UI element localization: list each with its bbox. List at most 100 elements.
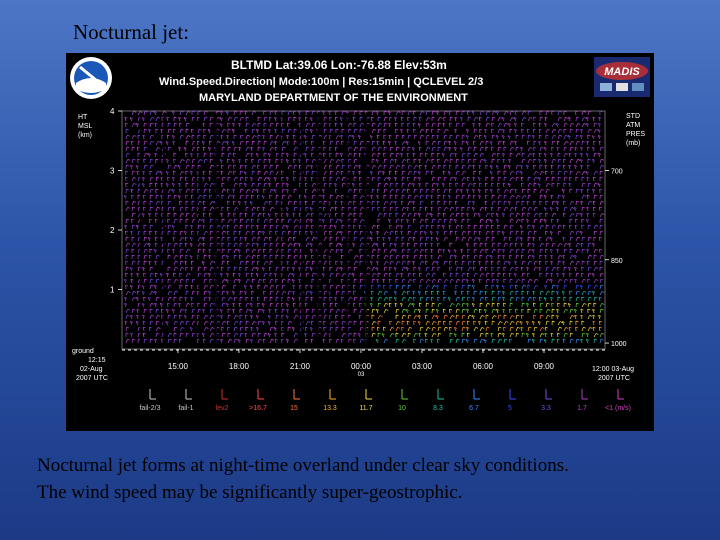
wind-barb <box>449 177 452 182</box>
wind-barb-flag <box>185 182 189 185</box>
wind-barb-flag <box>492 278 496 281</box>
wind-barb-flag <box>456 212 460 215</box>
wind-barb-flag <box>168 242 172 245</box>
wind-barb-flag <box>427 320 431 323</box>
wind-barb <box>381 333 385 338</box>
wind-barb-flag <box>179 218 183 221</box>
wind-barb-flag <box>342 236 346 239</box>
wind-barb-flag <box>180 254 184 257</box>
wind-barb <box>244 201 247 206</box>
wind-barb <box>257 177 260 182</box>
wind-barb <box>377 147 380 152</box>
wind-barb <box>340 201 343 206</box>
wind-barb-flag <box>390 260 394 263</box>
wind-barb-flag <box>442 248 446 251</box>
wind-barb-flag <box>227 188 230 191</box>
wind-barb-flag <box>203 200 206 203</box>
wind-barb-flag <box>191 128 194 131</box>
wind-barb <box>251 140 253 146</box>
wind-barb <box>131 123 135 128</box>
wind-barb <box>273 327 277 332</box>
wind-barb-flag <box>521 308 525 311</box>
wind-barb <box>508 123 511 128</box>
wind-barb-flag <box>468 116 471 119</box>
wind-barb-flag <box>400 152 404 155</box>
wind-barb-flag <box>298 158 302 161</box>
wind-barb <box>221 231 224 236</box>
wind-barb-flag <box>463 272 466 275</box>
wind-barb-flag <box>511 267 515 269</box>
wind-barb <box>202 213 205 218</box>
wind-barb <box>238 231 241 236</box>
wind-barb-flag <box>502 213 505 215</box>
wind-barb-flag <box>511 147 515 149</box>
wind-barb <box>466 243 469 248</box>
wind-barb <box>412 183 415 188</box>
wind-barb-flag <box>521 218 525 221</box>
wind-barb-flag <box>256 188 260 191</box>
wind-barb <box>131 206 133 212</box>
wind-barb-flag <box>526 320 530 323</box>
wind-barb-flag <box>472 279 476 281</box>
wind-barb <box>335 267 338 272</box>
wind-barb-flag <box>222 146 226 149</box>
wind-barb <box>387 141 391 146</box>
wind-barb-flag <box>485 284 489 287</box>
wind-barb <box>293 147 296 152</box>
wind-barb-flag <box>389 224 393 227</box>
wind-barb-flag <box>144 308 148 311</box>
wind-barb-flag <box>499 116 503 119</box>
wind-barb <box>189 243 193 248</box>
wind-barb <box>221 333 224 338</box>
wind-barb-flag <box>181 266 185 269</box>
wind-barb-flag <box>222 248 226 251</box>
wind-barb-flag <box>347 218 351 221</box>
wind-barb <box>491 249 494 254</box>
wind-barb <box>377 171 380 176</box>
wind-barb <box>142 195 145 200</box>
wind-barb-flag <box>394 140 398 143</box>
wind-barb <box>449 213 453 218</box>
wind-barb <box>441 225 445 230</box>
wind-barb <box>226 225 229 230</box>
wind-barb <box>249 309 253 314</box>
wind-barb <box>466 111 469 116</box>
wind-barb-flag <box>502 140 506 143</box>
wind-barb-flag <box>252 140 256 143</box>
wind-barb-flag <box>353 338 357 341</box>
wind-barb-flag <box>204 158 208 161</box>
wind-barb-flag <box>231 141 235 143</box>
wind-barb-flag <box>322 188 326 191</box>
wind-barb <box>197 159 201 164</box>
wind-barb <box>412 207 415 212</box>
wind-barb-flag <box>402 254 406 257</box>
wind-barb-flag <box>514 123 518 125</box>
wind-barb <box>352 117 355 122</box>
wind-barb-flag <box>501 285 505 287</box>
wind-barb-flag <box>359 116 363 119</box>
wind-barb <box>142 135 145 140</box>
wind-barb <box>125 339 128 344</box>
wind-barb <box>154 183 157 188</box>
wind-barb-flag <box>528 236 531 239</box>
wind-barb <box>352 243 355 248</box>
wind-barb-flag <box>307 213 311 215</box>
wind-barb-flag <box>353 332 357 335</box>
wind-barb-flag <box>337 177 341 179</box>
wind-barb <box>502 213 505 218</box>
wind-barb-flag <box>310 218 314 221</box>
wind-barb-flag <box>329 338 332 341</box>
wind-barb <box>309 117 313 122</box>
wind-barb-flag <box>313 236 317 239</box>
wind-barb <box>509 338 511 344</box>
wind-barb-flag <box>364 110 368 113</box>
wind-barb-flag <box>359 110 363 113</box>
wind-barb-flag <box>402 146 406 149</box>
wind-barb <box>389 165 392 170</box>
wind-barb <box>376 237 379 242</box>
wind-barb <box>473 135 477 140</box>
wind-barb <box>418 183 421 188</box>
wind-barb-flag <box>437 296 441 299</box>
wind-barb-flag <box>269 194 273 197</box>
wind-barb-flag <box>516 236 520 239</box>
